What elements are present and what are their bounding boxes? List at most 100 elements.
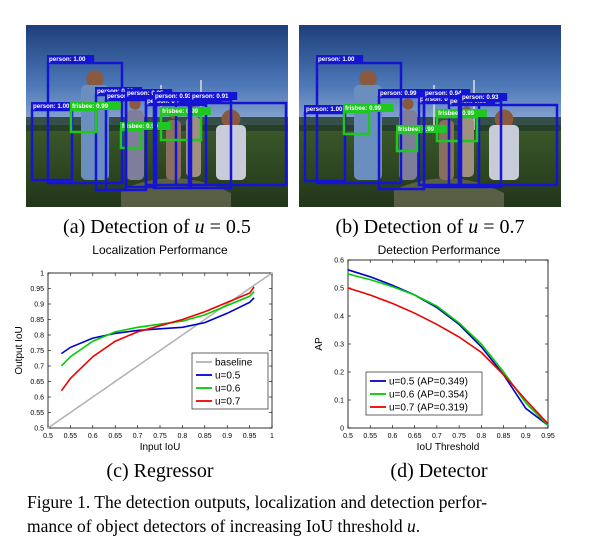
box-label: frisbee: 0.99 — [398, 126, 435, 133]
caption-var-u: u — [407, 516, 416, 536]
x-tick-label: 0.85 — [497, 433, 511, 440]
x-tick-label: 0.95 — [541, 433, 555, 440]
box-label: person: 1.00 — [49, 56, 86, 63]
legend-entry: u=0.6 — [215, 384, 241, 395]
x-tick-label: 0.95 — [243, 433, 257, 440]
x-tick-label: 0.6 — [388, 433, 398, 440]
y-tick-label: 0.1 — [334, 398, 344, 405]
box-label: frisbee: 0.99 — [438, 110, 475, 117]
box-label: frisbee: 0.99 — [122, 123, 159, 130]
subcaption-a-suffix: = 0.5 — [204, 216, 251, 238]
legend-entry: u=0.5 (AP=0.349) — [389, 377, 468, 388]
box-label-bg — [316, 55, 364, 63]
box-label: person: 0.99 — [97, 88, 134, 95]
person-head — [359, 70, 377, 88]
box-label: person: 1.00 — [318, 56, 355, 63]
person-body — [489, 125, 519, 180]
series-line-u-0-7-ap-0-319- — [347, 287, 549, 425]
x-tick-label: 0.75 — [452, 433, 466, 440]
box-label-bg — [418, 95, 466, 103]
y-tick-label: 0.8 — [34, 333, 44, 340]
x-tick-label: 0.7 — [432, 433, 442, 440]
caption-line-2-prefix: mance of object detectors of increasing … — [27, 516, 408, 536]
subcaption-b-var: u — [468, 216, 479, 238]
y-tick-label: 0.6 — [334, 258, 344, 265]
x-tick-label: 0.85 — [198, 433, 212, 440]
box-label-bg — [47, 55, 95, 63]
box-label-bg — [396, 125, 447, 133]
y-tick-label: 0.55 — [30, 410, 44, 417]
y-tick-label: 0.4 — [334, 314, 344, 321]
x-tick-label: 0.8 — [476, 433, 486, 440]
subcaption-a-prefix: (a) Detection of — [63, 216, 195, 238]
x-tick-label: 0.5 — [43, 433, 53, 440]
box-label: person: 0.91 — [192, 93, 229, 100]
localization-chart: 0.5 0.55 0.6 0.65 0.7 0.75 0.8 0.85 0.9 0.95 1 0.5 0… — [14, 271, 274, 454]
y-tick-label: 0.5 — [334, 286, 344, 293]
x-axis-label: Input IoU — [140, 442, 181, 453]
x-tick-label: 0.5 — [343, 433, 353, 440]
person-body — [459, 117, 474, 177]
detection-box — [447, 103, 559, 187]
x-tick-label: 0.6 — [88, 433, 98, 440]
box-label: person: 1.00 — [306, 106, 343, 113]
subcaption-b-suffix: = 0.7 — [478, 216, 525, 238]
box-label-bg — [153, 92, 201, 100]
x-tick-label: 0.8 — [178, 433, 188, 440]
x-tick-label: 0.65 — [408, 433, 422, 440]
y-tick-label: 0.75 — [30, 348, 44, 355]
y-tick-label: 1 — [40, 271, 44, 278]
box-label-bg — [423, 89, 471, 97]
subcaption-a-var: u — [194, 216, 205, 238]
box-label-bg — [190, 92, 238, 100]
y-tick-label: 0.2 — [334, 370, 344, 377]
subcaption-b: (b) Detection of u = 0.7 — [299, 216, 561, 239]
caption-line-2: mance of object detectors of increasing … — [27, 514, 587, 538]
person-head — [86, 70, 104, 88]
person-head — [402, 98, 414, 110]
x-tick-label: 0.55 — [363, 433, 377, 440]
caption-line-1: Figure 1. The detection outputs, localiz… — [27, 492, 488, 512]
subcaption-c: (c) Regressor — [106, 460, 214, 482]
subcaption-d: (d) Detector — [390, 460, 488, 482]
series-line-u-0-5 — [60, 297, 255, 355]
sky — [299, 25, 561, 135]
legend-entry: baseline — [215, 358, 253, 369]
box-label-bg — [460, 93, 508, 101]
series-line-u-0-7 — [60, 286, 255, 392]
box-label-bg — [378, 89, 426, 97]
x-tick-label: 0.75 — [153, 433, 167, 440]
box-label-bg — [160, 107, 211, 115]
legend-entry: u=0.7 — [215, 397, 241, 408]
caption-line-2-suffix: . — [415, 516, 421, 536]
box-label-bg — [95, 87, 143, 95]
box-label: person: 0.99 — [147, 98, 184, 105]
detection-photo-a: person: 1.00 person: 1.00 person: 0.99 pers… — [26, 25, 288, 207]
box-label-bg — [70, 102, 121, 110]
x-tick-label: 0.55 — [64, 433, 78, 440]
series-line-u-0-6 — [60, 291, 255, 367]
box-label: person: 0.93 — [155, 93, 192, 100]
box-label: person: 0.93 — [462, 94, 499, 101]
box-label-bg — [304, 105, 352, 113]
figure-caption: Figure 1. The detection outputs, localiz… — [27, 490, 587, 538]
x-axis-label: IoU Threshold — [417, 442, 480, 453]
detection-chart: 0.5 0.55 0.6 0.65 0.7 0.75 0.8 0.85 0.9 0.95 0 0.1 0… — [314, 258, 555, 454]
y-tick-label: 0.3 — [334, 342, 344, 349]
y-tick-label: 0.85 — [30, 317, 44, 324]
box-label: frisbee: 0.99 — [162, 108, 199, 115]
x-tick-label: 0.7 — [133, 433, 143, 440]
y-tick-label: 0.65 — [30, 379, 44, 386]
box-label: person: 1.00 — [33, 103, 70, 110]
y-tick-label: 0.9 — [34, 302, 44, 309]
y-tick-label: 0.6 — [34, 395, 44, 402]
box-label: frisbee: 0.99 — [345, 105, 382, 112]
y-tick-label: 0.7 — [34, 364, 44, 371]
box-label: person: 0.95 — [127, 90, 164, 97]
legend-entry: u=0.7 (AP=0.319) — [389, 403, 468, 414]
y-axis-label: Output IoU — [14, 326, 25, 374]
subcaption-a: (a) Detection of u = 0.5 — [26, 216, 288, 239]
legend-entry: u=0.5 — [215, 371, 241, 382]
